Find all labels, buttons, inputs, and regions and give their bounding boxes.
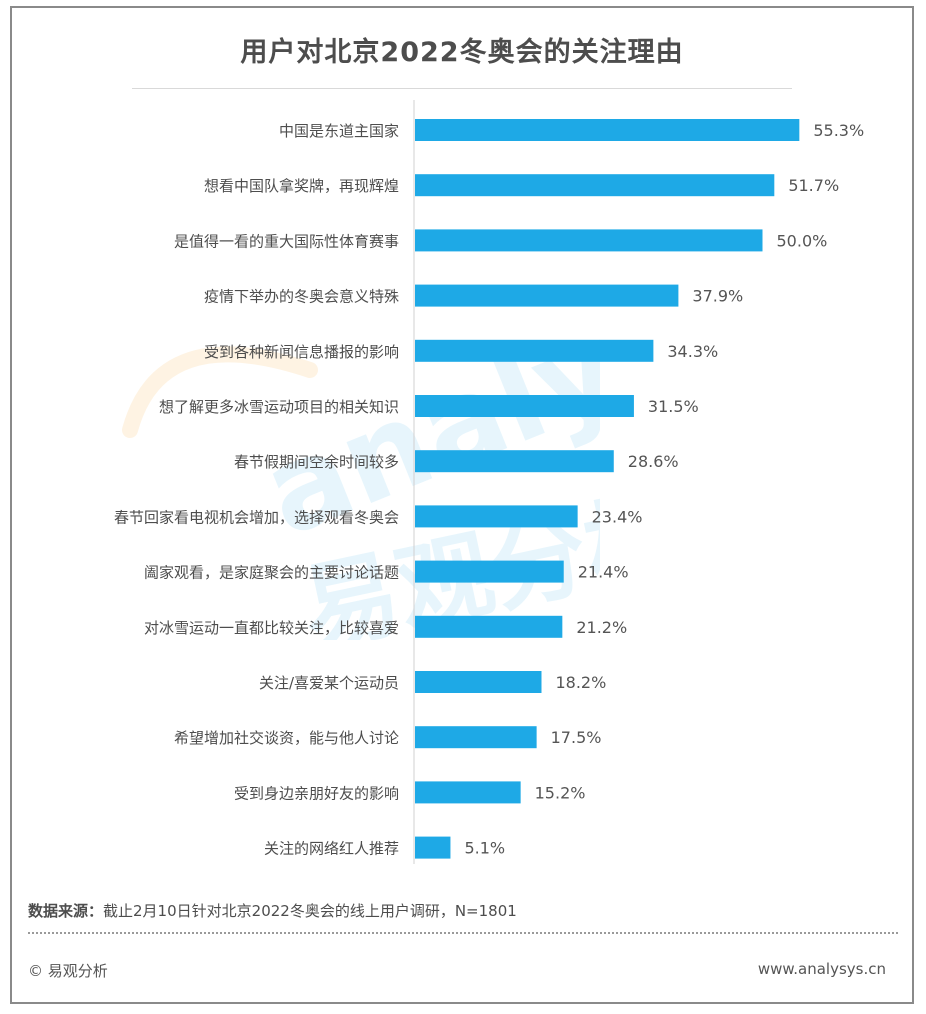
category-label: 疫情下举办的冬奥会意义特殊 — [204, 288, 399, 306]
category-label: 春节回家看电视机会增加，选择观看冬奥会 — [114, 508, 399, 526]
value-label: 17.5% — [551, 728, 602, 747]
bars-group: 中国是东道主国家 55.3% 想看中国队拿奖牌，再现辉煌 51.7% 是值得一看的重大国… — [114, 119, 864, 859]
title-divider — [132, 88, 792, 89]
bar — [415, 174, 775, 197]
value-label: 18.2% — [555, 673, 606, 692]
bar — [415, 505, 578, 528]
value-label: 37.9% — [692, 287, 743, 306]
bar — [415, 726, 537, 749]
value-label: 5.1% — [464, 839, 505, 858]
source-label: 数据来源： — [28, 902, 104, 920]
bar — [415, 450, 614, 473]
value-label: 21.4% — [578, 563, 629, 582]
bar — [415, 615, 563, 638]
bar — [415, 339, 654, 362]
category-label: 阖家观看，是家庭聚会的主要讨论话题 — [144, 564, 399, 582]
value-label: 28.6% — [628, 452, 679, 471]
category-label: 想看中国队拿奖牌，再现辉煌 — [204, 177, 399, 195]
category-label: 受到各种新闻信息播报的影响 — [204, 343, 399, 361]
category-label: 对冰雪运动一直都比较关注，比较喜爱 — [144, 619, 399, 637]
bar — [415, 119, 800, 141]
value-label: 55.3% — [813, 121, 864, 140]
value-label: 31.5% — [648, 397, 699, 416]
source-text: 截止2月10日针对北京2022冬奥会的线上用户调研，N=1801 — [103, 902, 517, 920]
chart-title: 用户对北京2022冬奥会的关注理由 — [240, 37, 684, 68]
copyright-text: © 易观分析 — [28, 962, 108, 980]
category-label: 关注/喜爱某个运动员 — [259, 674, 399, 692]
category-label: 是值得一看的重大国际性体育赛事 — [174, 232, 399, 250]
category-label: 希望增加社交谈资，能与他人讨论 — [174, 729, 399, 747]
site-url[interactable]: www.analysys.cn — [757, 960, 886, 978]
bar — [415, 229, 763, 252]
value-label: 15.2% — [535, 783, 586, 802]
bar — [415, 284, 679, 307]
footer-divider — [28, 932, 898, 934]
value-label: 51.7% — [788, 176, 839, 195]
value-label: 23.4% — [592, 507, 643, 526]
bar — [415, 395, 634, 417]
category-label: 想了解更多冰雪运动项目的相关知识 — [159, 398, 399, 416]
category-label: 受到身边亲朋好友的影响 — [234, 784, 399, 802]
chart-frame: 用户对北京2022冬奥会的关注理由 — [10, 6, 914, 1004]
bar — [415, 671, 542, 693]
category-label: 关注的网络红人推荐 — [264, 840, 399, 858]
value-label: 50.0% — [777, 231, 828, 250]
data-source: 数据来源：截止2月10日针对北京2022冬奥会的线上用户调研，N=1801 — [28, 900, 517, 921]
category-label: 春节假期间空余时间较多 — [234, 453, 399, 471]
bar — [415, 836, 451, 859]
category-label: 中国是东道主国家 — [279, 122, 399, 140]
bar — [415, 781, 521, 804]
value-label: 21.2% — [576, 618, 627, 637]
bar — [415, 560, 564, 583]
value-label: 34.3% — [667, 342, 718, 361]
